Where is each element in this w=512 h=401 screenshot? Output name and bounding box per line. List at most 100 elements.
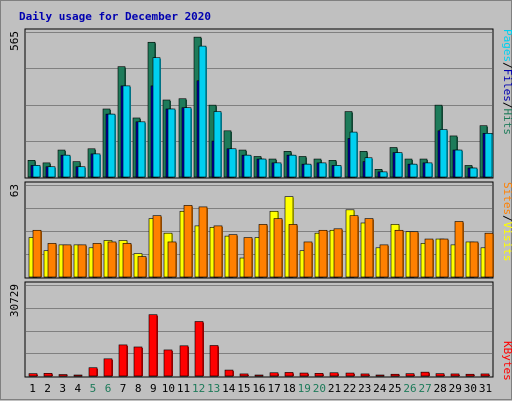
bar-sites-22: [350, 216, 358, 277]
bar-shadow: [130, 87, 131, 177]
bar-sites-2: [48, 243, 56, 277]
panel-legend: KBytes: [501, 341, 512, 381]
bar-pages-25: [395, 153, 402, 177]
bar-kbytes-26: [406, 374, 414, 376]
bar-shadow: [459, 375, 460, 376]
bar-sites-4: [78, 245, 86, 277]
bar-pages-20: [319, 163, 326, 177]
bar-shadow: [233, 371, 234, 376]
legend-kbytes: KBytes: [501, 341, 512, 381]
bar-shadow: [71, 246, 72, 277]
bar-shadow: [414, 375, 415, 376]
bar-shadow: [37, 375, 38, 376]
bar-shadow: [56, 244, 57, 277]
bar-kbytes-6: [104, 359, 112, 376]
bar-sites-10: [168, 242, 176, 277]
x-tick-6: 6: [105, 382, 112, 395]
bar-pages-4: [78, 167, 85, 177]
bar-shadow: [358, 217, 359, 277]
bar-sites-16: [259, 224, 267, 277]
bar-pages-3: [63, 155, 70, 177]
bar-shadow: [146, 258, 147, 277]
bar-kbytes-16: [255, 375, 263, 376]
bar-shadow: [40, 166, 41, 177]
bar-kbytes-28: [436, 374, 444, 376]
bar-pages-1: [33, 165, 40, 177]
bar-pages-28: [440, 130, 447, 177]
bar-kbytes-17: [270, 373, 278, 376]
panel-legend: Sites/Visits: [501, 182, 512, 262]
bar-shadow: [267, 225, 268, 277]
bar-kbytes-7: [119, 345, 127, 376]
bar-shadow: [323, 374, 324, 376]
bar-kbytes-24: [376, 375, 384, 376]
bar-shadow: [131, 244, 132, 277]
x-tick-23: 23: [358, 382, 371, 395]
bar-sites-19: [304, 242, 312, 277]
x-tick-25: 25: [388, 382, 401, 395]
bar-shadow: [142, 348, 143, 376]
bar-kbytes-3: [59, 375, 67, 376]
x-tick-20: 20: [313, 382, 326, 395]
bar-shadow: [432, 164, 433, 177]
bar-shadow: [448, 240, 449, 277]
x-tick-12: 12: [192, 382, 205, 395]
bar-shadow: [236, 150, 237, 177]
bar-shadow: [221, 113, 222, 177]
bar-shadow: [433, 240, 434, 277]
x-tick-31: 31: [479, 382, 492, 395]
x-tick-19: 19: [298, 382, 311, 395]
bar-kbytes-10: [164, 350, 172, 376]
bar-shadow: [338, 374, 339, 376]
bar-kbytes-31: [481, 374, 489, 376]
bar-pages-12: [199, 46, 206, 177]
legend-hits: Hits: [501, 109, 512, 136]
bar-kbytes-8: [134, 347, 142, 376]
bar-kbytes-4: [74, 375, 82, 376]
bar-pages-27: [425, 163, 432, 177]
bar-sites-18: [289, 224, 297, 277]
bar-pages-19: [304, 164, 311, 177]
bar-sites-11: [184, 205, 192, 277]
bar-kbytes-23: [361, 374, 369, 376]
bar-shadow: [41, 231, 42, 277]
bar-shadow: [293, 373, 294, 376]
panel-frame: [25, 282, 493, 377]
bar-shadow: [372, 159, 373, 177]
bar-shadow: [85, 168, 86, 177]
bar-pages-21: [334, 165, 341, 177]
bar-shadow: [86, 246, 87, 277]
bar-sites-17: [274, 219, 282, 277]
x-tick-18: 18: [283, 382, 296, 395]
bar-shadow: [112, 360, 113, 376]
bar-shadow: [172, 351, 173, 376]
bar-kbytes-11: [180, 346, 188, 376]
bar-kbytes-21: [330, 373, 338, 376]
bar-shadow: [429, 373, 430, 376]
bar-kbytes-2: [44, 373, 52, 376]
bar-sites-25: [395, 230, 403, 277]
bar-pages-11: [184, 108, 191, 177]
bar-sites-24: [380, 245, 388, 277]
bar-shadow: [357, 133, 358, 177]
bar-sites-31: [485, 233, 493, 277]
bar-shadow: [444, 375, 445, 376]
bar-shadow: [115, 115, 116, 177]
bar-shadow: [161, 217, 162, 277]
bar-shadow: [207, 208, 208, 277]
x-tick-17: 17: [267, 382, 280, 395]
bar-pages-30: [470, 168, 477, 177]
bar-shadow: [116, 243, 117, 277]
bar-shadow: [55, 168, 56, 177]
bar-shadow: [312, 243, 313, 277]
bar-shadow: [157, 316, 158, 376]
x-tick-5: 5: [90, 382, 97, 395]
x-tick-15: 15: [237, 382, 250, 395]
bar-shadow: [175, 110, 176, 177]
bar-shadow: [206, 47, 207, 177]
bar-pages-7: [123, 86, 130, 177]
bar-shadow: [388, 246, 389, 277]
bar-shadow: [342, 230, 343, 277]
bar-shadow: [417, 165, 418, 177]
